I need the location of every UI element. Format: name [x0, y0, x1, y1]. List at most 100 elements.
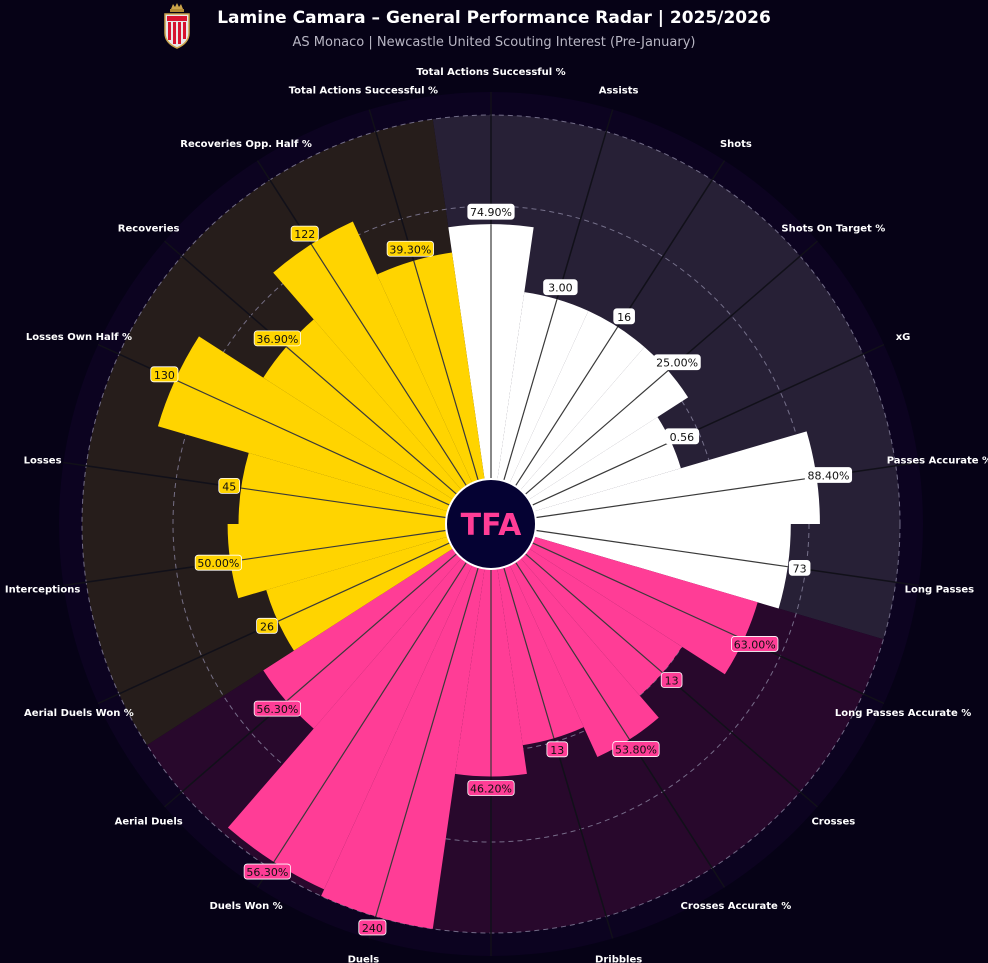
bar-divider — [503, 567, 555, 739]
value-label: 73 — [788, 559, 811, 576]
value-label-text: 56.30% — [256, 703, 298, 716]
bar-dividers — [174, 224, 817, 917]
metric-label: Shots On Target % — [781, 223, 885, 234]
tfa-logo-text: TFA — [461, 508, 523, 543]
value-label: 56.30% — [253, 700, 301, 717]
value-label: 46.20% — [467, 780, 515, 796]
metric-label: Long Passes — [905, 584, 974, 595]
bar-divider — [524, 553, 663, 674]
value-label-text: 13 — [550, 744, 564, 757]
value-label-text: 46.20% — [470, 782, 512, 795]
bar-divider — [413, 260, 479, 481]
value-label-text: 13 — [665, 675, 679, 688]
metric-label: Dribbles — [595, 955, 642, 963]
value-label: 3.00 — [543, 279, 578, 296]
bar-divider — [286, 553, 458, 702]
value-label-text: 3.00 — [548, 282, 573, 295]
club-crest-icon — [164, 3, 190, 49]
value-label: 45 — [218, 477, 241, 494]
bar-divider — [230, 529, 447, 563]
bar — [377, 252, 485, 484]
metric-labels: Total Actions Successful % Assists Shots Sh… — [5, 67, 988, 963]
bar-divider — [273, 561, 468, 863]
value-label: 63.00% — [731, 636, 779, 652]
value-label: 16 — [613, 308, 635, 325]
metric-label: Duels Won % — [209, 901, 282, 912]
value-label: 13 — [660, 672, 683, 688]
metric-label: Total Actions Successful % — [416, 67, 565, 78]
metric-label: Total Actions Successful % — [289, 85, 438, 96]
bar-divider — [277, 542, 451, 622]
bar-divider — [524, 370, 669, 495]
value-label-text: 16 — [617, 311, 631, 324]
bar — [263, 548, 462, 729]
bar — [157, 336, 454, 512]
value-label: 50.00% — [194, 554, 243, 571]
metric-label: Shots — [720, 139, 752, 150]
value-label-text: 50.00% — [197, 557, 239, 570]
value-label: 13 — [546, 741, 569, 758]
metric-label: Recoveries — [118, 223, 180, 234]
value-label-text: 73 — [793, 562, 807, 575]
bars — [157, 221, 820, 929]
bar-divider — [375, 567, 479, 917]
bar — [321, 564, 485, 929]
bar-divider — [310, 243, 468, 487]
metric-label: Aerial Duels — [115, 817, 183, 828]
bar — [238, 452, 448, 524]
header: Lamine Camara – General Performance Rada… — [0, 0, 988, 60]
bar — [528, 536, 758, 675]
value-label: 39.30% — [386, 240, 434, 257]
value-label: 122 — [290, 225, 319, 242]
metric-label: Long Passes Accurate % — [835, 708, 971, 719]
metric-label: Recoveries Opp. Half % — [180, 139, 312, 150]
value-label-text: 25.00% — [656, 357, 698, 370]
bar — [497, 564, 584, 746]
value-label-text: 63.00% — [734, 638, 776, 651]
bar-divider — [531, 441, 672, 506]
value-label: 88.40% — [804, 467, 853, 483]
chart-subtitle: AS Monaco | Newcastle United Scouting In… — [292, 35, 696, 50]
value-label: 130 — [150, 366, 179, 383]
bar-divider — [535, 529, 788, 568]
value-label: 0.56 — [664, 428, 700, 445]
bar — [534, 431, 820, 524]
bar-divider — [514, 326, 619, 487]
value-label-text: 74.90% — [470, 206, 512, 219]
metric-label: xG — [896, 332, 911, 343]
value-label-text: 240 — [362, 922, 383, 935]
bar-divider — [535, 476, 817, 519]
metric-label: Passes Accurate % — [887, 456, 988, 467]
chart-title: Lamine Camara – General Performance Rada… — [217, 8, 771, 28]
center-logo: TFA — [445, 478, 537, 570]
bar — [534, 524, 791, 609]
bar — [227, 524, 448, 599]
value-label-text: 130 — [154, 369, 175, 382]
metric-label: Duels — [348, 955, 380, 963]
metric-label: Assists — [599, 85, 639, 96]
bar — [227, 558, 473, 890]
bar — [263, 319, 462, 500]
value-label: 56.30% — [243, 863, 291, 880]
bar-divider — [286, 346, 458, 495]
metric-label: Crosses — [811, 817, 855, 828]
value-label: 25.00% — [653, 354, 701, 371]
bar — [273, 221, 473, 490]
metric-label: Interceptions — [5, 584, 80, 595]
bar — [497, 292, 589, 484]
bar — [528, 417, 681, 512]
bar-divider — [241, 487, 447, 519]
value-label-text: 45 — [222, 480, 236, 493]
bar-divider — [531, 542, 745, 641]
center-logo-circle — [445, 478, 537, 570]
value-label-text: 56.30% — [246, 866, 288, 879]
value-label: 53.80% — [612, 741, 660, 757]
metric-label: Aerial Duels Won % — [24, 708, 134, 719]
value-label-text: 39.30% — [389, 243, 431, 256]
value-label-text: 53.80% — [615, 744, 657, 757]
metric-label: Crosses Accurate % — [681, 901, 792, 912]
bar-divider — [514, 561, 630, 740]
bar-divider — [174, 379, 451, 506]
value-label-text: 88.40% — [807, 469, 849, 482]
